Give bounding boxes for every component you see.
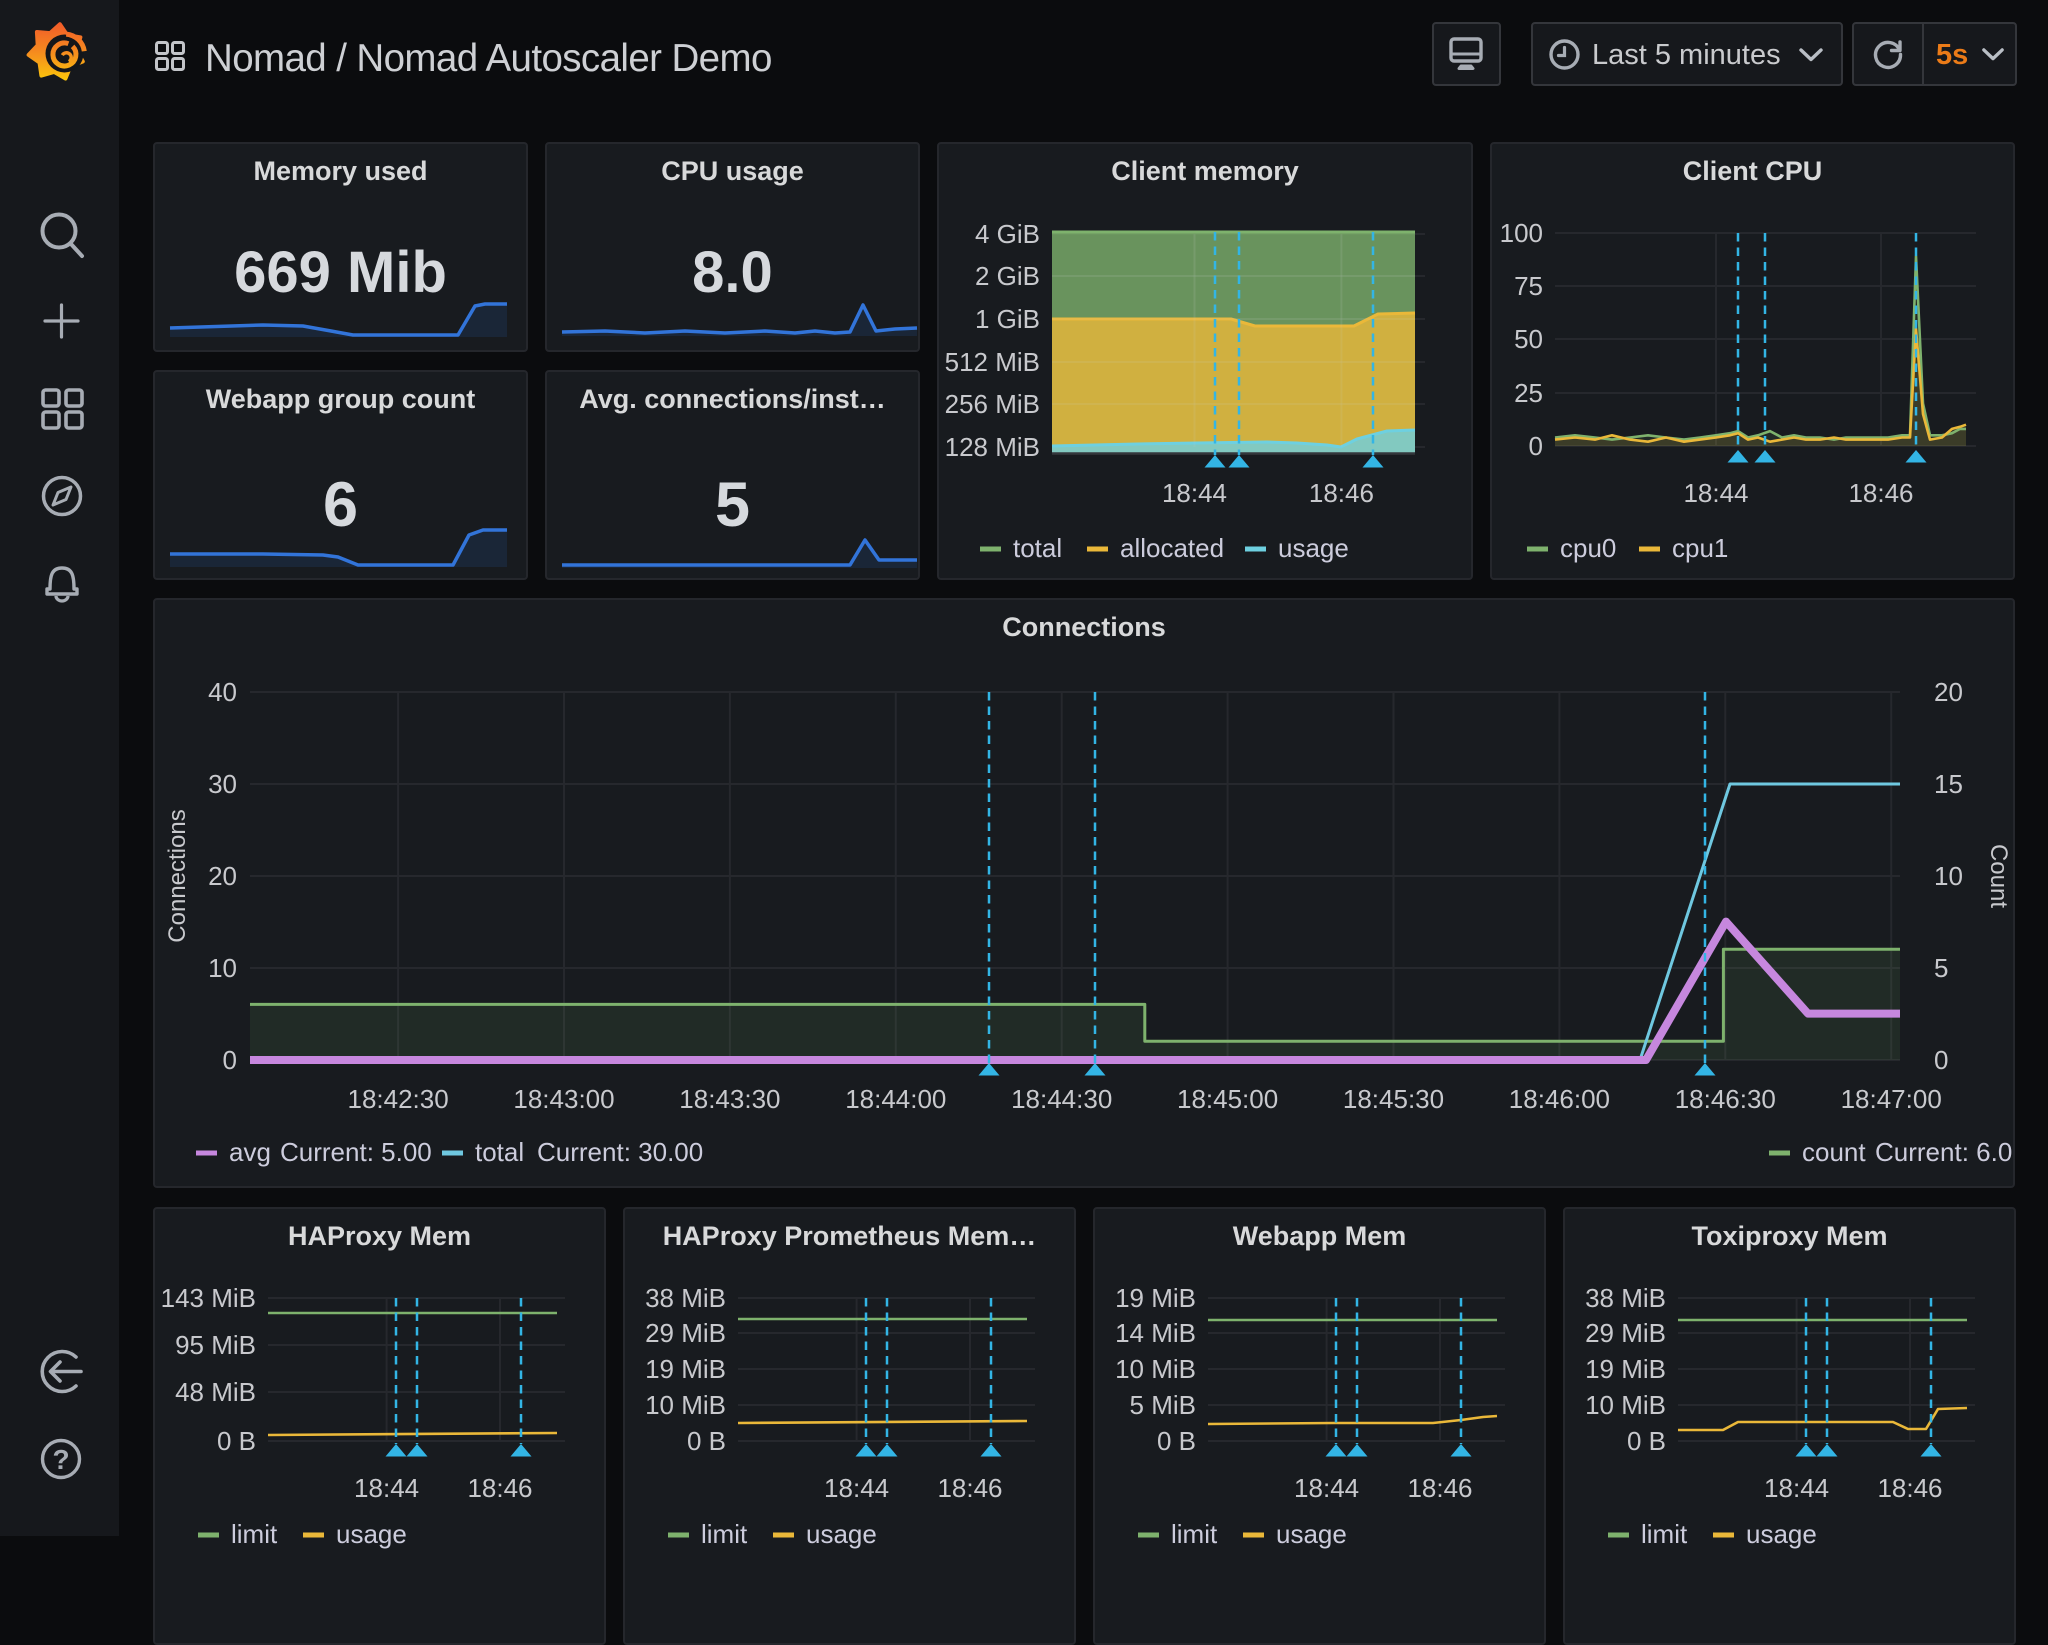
- svg-text:18:44: 18:44: [1294, 1473, 1359, 1503]
- svg-text:0 B: 0 B: [1627, 1426, 1666, 1456]
- svg-text:18:46: 18:46: [467, 1473, 532, 1503]
- svg-text:Connections: Connections: [164, 809, 191, 942]
- svg-text:0 B: 0 B: [687, 1426, 726, 1456]
- svg-text:25: 25: [1514, 378, 1543, 408]
- svg-text:18:43:30: 18:43:30: [679, 1084, 780, 1114]
- svg-text:1 GiB: 1 GiB: [975, 304, 1040, 334]
- svg-text:143 MiB: 143 MiB: [161, 1283, 256, 1313]
- svg-text:256 MiB: 256 MiB: [945, 389, 1040, 419]
- svg-text:5: 5: [1934, 953, 1948, 983]
- svg-text:100: 100: [1500, 218, 1543, 248]
- svg-text:Count: Count: [1985, 844, 2012, 908]
- svg-text:75: 75: [1514, 271, 1543, 301]
- svg-text:10 MiB: 10 MiB: [1585, 1390, 1666, 1420]
- svg-text:30: 30: [208, 769, 237, 799]
- svg-text:18:42:30: 18:42:30: [347, 1084, 448, 1114]
- svg-text:20: 20: [208, 861, 237, 891]
- svg-text:Current: 6.0: Current: 6.0: [1875, 1137, 2012, 1167]
- svg-text:total: total: [475, 1137, 524, 1167]
- svg-text:20: 20: [1934, 677, 1963, 707]
- svg-text:18:45:30: 18:45:30: [1343, 1084, 1444, 1114]
- svg-text:38 MiB: 38 MiB: [1585, 1283, 1666, 1313]
- svg-text:usage: usage: [1746, 1519, 1817, 1549]
- svg-text:95 MiB: 95 MiB: [175, 1330, 256, 1360]
- svg-text:avg: avg: [229, 1137, 271, 1167]
- svg-text:0 B: 0 B: [1157, 1426, 1196, 1456]
- svg-text:4 GiB: 4 GiB: [975, 219, 1040, 249]
- svg-text:18:44: 18:44: [1683, 478, 1748, 508]
- svg-text:10: 10: [208, 953, 237, 983]
- svg-text:usage: usage: [1276, 1519, 1347, 1549]
- svg-text:38 MiB: 38 MiB: [645, 1283, 726, 1313]
- svg-text:18:46: 18:46: [1848, 478, 1913, 508]
- svg-text:18:47:00: 18:47:00: [1841, 1084, 1942, 1114]
- svg-text:total: total: [1013, 533, 1062, 563]
- svg-text:128 MiB: 128 MiB: [945, 432, 1040, 462]
- svg-text:limit: limit: [701, 1519, 748, 1549]
- svg-text:50: 50: [1514, 324, 1543, 354]
- svg-text:usage: usage: [806, 1519, 877, 1549]
- svg-text:18:46: 18:46: [1309, 478, 1374, 508]
- svg-text:0: 0: [1934, 1045, 1948, 1075]
- svg-text:18:46: 18:46: [937, 1473, 1002, 1503]
- svg-text:2 GiB: 2 GiB: [975, 261, 1040, 291]
- svg-text:29 MiB: 29 MiB: [1585, 1318, 1666, 1348]
- svg-text:count: count: [1802, 1137, 1866, 1167]
- svg-text:15: 15: [1934, 769, 1963, 799]
- svg-text:0: 0: [223, 1045, 237, 1075]
- svg-text:usage: usage: [1278, 533, 1349, 563]
- svg-text:18:44: 18:44: [1764, 1473, 1829, 1503]
- svg-text:18:46: 18:46: [1407, 1473, 1472, 1503]
- svg-text:usage: usage: [336, 1519, 407, 1549]
- svg-text:18:44:30: 18:44:30: [1011, 1084, 1112, 1114]
- svg-text:40: 40: [208, 677, 237, 707]
- svg-text:18:44:00: 18:44:00: [845, 1084, 946, 1114]
- svg-text:18:46:30: 18:46:30: [1675, 1084, 1776, 1114]
- svg-text:18:45:00: 18:45:00: [1177, 1084, 1278, 1114]
- svg-text:18:46: 18:46: [1877, 1473, 1942, 1503]
- svg-text:0: 0: [1529, 431, 1543, 461]
- svg-text:19 MiB: 19 MiB: [1585, 1354, 1666, 1384]
- svg-text:14 MiB: 14 MiB: [1115, 1318, 1196, 1348]
- svg-text:10: 10: [1934, 861, 1963, 891]
- svg-text:512 MiB: 512 MiB: [945, 347, 1040, 377]
- svg-text:18:44: 18:44: [354, 1473, 419, 1503]
- svg-text:cpu0: cpu0: [1560, 533, 1616, 563]
- svg-text:Current: 30.00: Current: 30.00: [537, 1137, 703, 1167]
- svg-text:18:44: 18:44: [1162, 478, 1227, 508]
- svg-text:cpu1: cpu1: [1672, 533, 1728, 563]
- svg-text:18:44: 18:44: [824, 1473, 889, 1503]
- svg-text:10 MiB: 10 MiB: [1115, 1354, 1196, 1384]
- svg-text:19 MiB: 19 MiB: [1115, 1283, 1196, 1313]
- svg-text:29 MiB: 29 MiB: [645, 1318, 726, 1348]
- svg-text:limit: limit: [1641, 1519, 1688, 1549]
- svg-text:18:46:00: 18:46:00: [1509, 1084, 1610, 1114]
- svg-text:0 B: 0 B: [217, 1426, 256, 1456]
- svg-text:?: ?: [52, 1444, 69, 1475]
- svg-text:5 MiB: 5 MiB: [1130, 1390, 1196, 1420]
- svg-text:limit: limit: [1171, 1519, 1218, 1549]
- svg-text:allocated: allocated: [1120, 533, 1224, 563]
- svg-text:10 MiB: 10 MiB: [645, 1390, 726, 1420]
- svg-text:limit: limit: [231, 1519, 278, 1549]
- svg-text:19 MiB: 19 MiB: [645, 1354, 726, 1384]
- svg-text:48 MiB: 48 MiB: [175, 1377, 256, 1407]
- svg-text:18:43:00: 18:43:00: [513, 1084, 614, 1114]
- svg-text:Current: 5.00: Current: 5.00: [280, 1137, 432, 1167]
